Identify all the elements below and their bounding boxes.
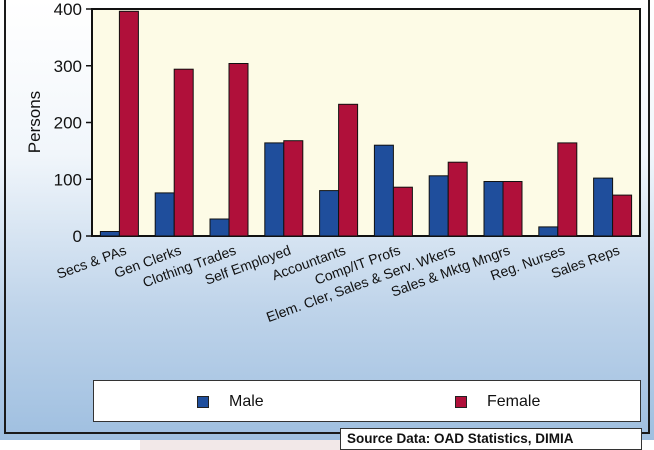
- bar-female-2: [228, 63, 249, 237]
- bar-male-2: [209, 218, 230, 237]
- chart-panel: 0 100 200 300 400 Secs & PAs Gen Clerks Clothi…: [0, 0, 654, 440]
- legend-item-female: Female: [455, 393, 540, 411]
- y-tick-label: 0: [73, 227, 82, 246]
- y-axis-title: Persons: [25, 91, 44, 153]
- bar-male-1: [154, 192, 175, 237]
- bar-male-3: [264, 142, 285, 237]
- bar-male-6: [428, 175, 449, 237]
- bar-male-7: [483, 181, 504, 237]
- bar-male-4: [319, 190, 340, 237]
- y-axis: 0 100 200 300 400: [54, 0, 92, 246]
- legend-swatch-male: [197, 396, 209, 408]
- y-tick-label: 100: [54, 170, 82, 189]
- bar-female-9: [612, 194, 633, 237]
- panel-border: [4, 0, 650, 434]
- bar-female-6: [447, 161, 468, 237]
- legend: Male Female: [93, 380, 641, 422]
- footer-strip: [140, 440, 340, 450]
- legend-label-female: Female: [487, 393, 541, 410]
- legend-label-male: Male: [229, 393, 264, 410]
- y-tick-label: 200: [54, 114, 82, 133]
- bar-female-1: [173, 68, 194, 237]
- bar-female-5: [392, 186, 413, 237]
- bar-female-7: [502, 181, 523, 237]
- bars-group: [99, 10, 633, 237]
- bar-female-8: [557, 142, 578, 237]
- legend-swatch-female: [455, 396, 467, 408]
- source-note: Source Data: OAD Statistics, DIMIA: [340, 428, 642, 450]
- bar-male-0: [99, 231, 120, 237]
- y-tick-label: 300: [54, 57, 82, 76]
- bar-female-4: [338, 103, 359, 237]
- legend-item-male: Male: [197, 393, 264, 411]
- bar-male-5: [373, 144, 394, 237]
- bar-female-3: [283, 140, 304, 237]
- bar-male-8: [538, 226, 559, 237]
- bar-male-9: [593, 177, 614, 237]
- bar-female-0: [118, 10, 139, 237]
- y-tick-label: 400: [54, 0, 82, 19]
